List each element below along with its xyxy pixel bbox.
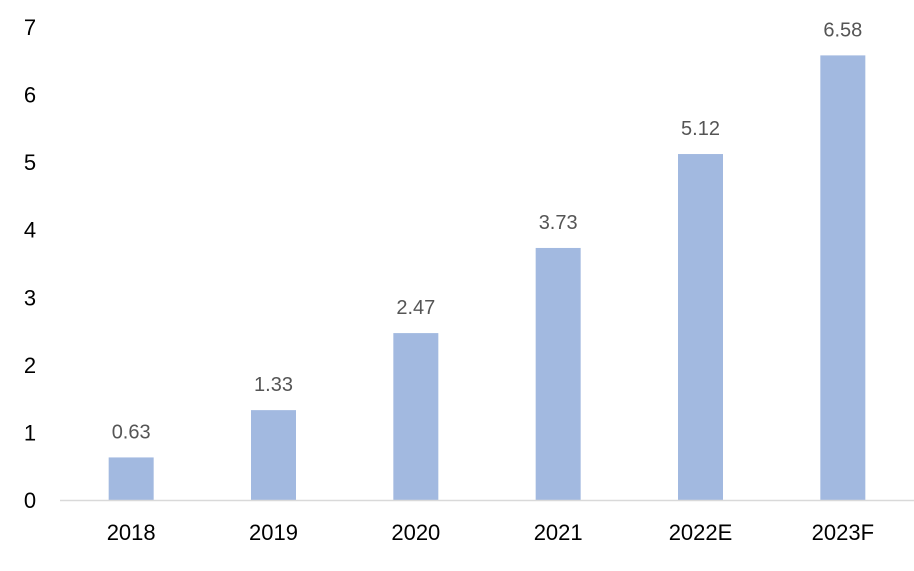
y-tick-label: 4 (24, 218, 36, 243)
y-tick-label: 0 (24, 488, 36, 513)
bar (535, 247, 581, 500)
bar (820, 55, 866, 500)
x-tick-label: 2019 (249, 520, 298, 545)
x-tick-label: 2022E (669, 520, 733, 545)
data-label: 2.47 (396, 297, 435, 319)
x-tick-label: 2021 (534, 520, 583, 545)
x-tick-label: 2023F (812, 520, 874, 545)
bars (108, 55, 866, 500)
data-label: 1.33 (254, 374, 293, 396)
x-tick-label: 2020 (391, 520, 440, 545)
y-tick-label: 1 (24, 420, 36, 445)
bar (678, 154, 723, 500)
data-label: 5.12 (681, 118, 720, 140)
bar (251, 410, 296, 500)
x-tick-label: 2018 (107, 520, 156, 545)
bar (393, 333, 439, 500)
y-tick-label: 2 (24, 353, 36, 378)
y-tick-label: 6 (24, 83, 36, 108)
data-label: 3.73 (539, 212, 578, 234)
y-tick-label: 3 (24, 285, 36, 310)
data-labels: 0.63 1.33 2.47 3.73 5.12 6.58 (112, 19, 863, 443)
y-tick-label: 7 (24, 15, 36, 40)
data-label: 6.58 (823, 19, 862, 41)
x-axis-tick-labels: 2018 2019 2020 2021 2022E 2023F (107, 520, 874, 545)
data-label: 0.63 (112, 421, 151, 443)
bar (108, 457, 154, 500)
y-axis-tick-labels: 0 1 2 3 4 5 6 7 (24, 15, 36, 513)
y-tick-label: 5 (24, 150, 36, 175)
